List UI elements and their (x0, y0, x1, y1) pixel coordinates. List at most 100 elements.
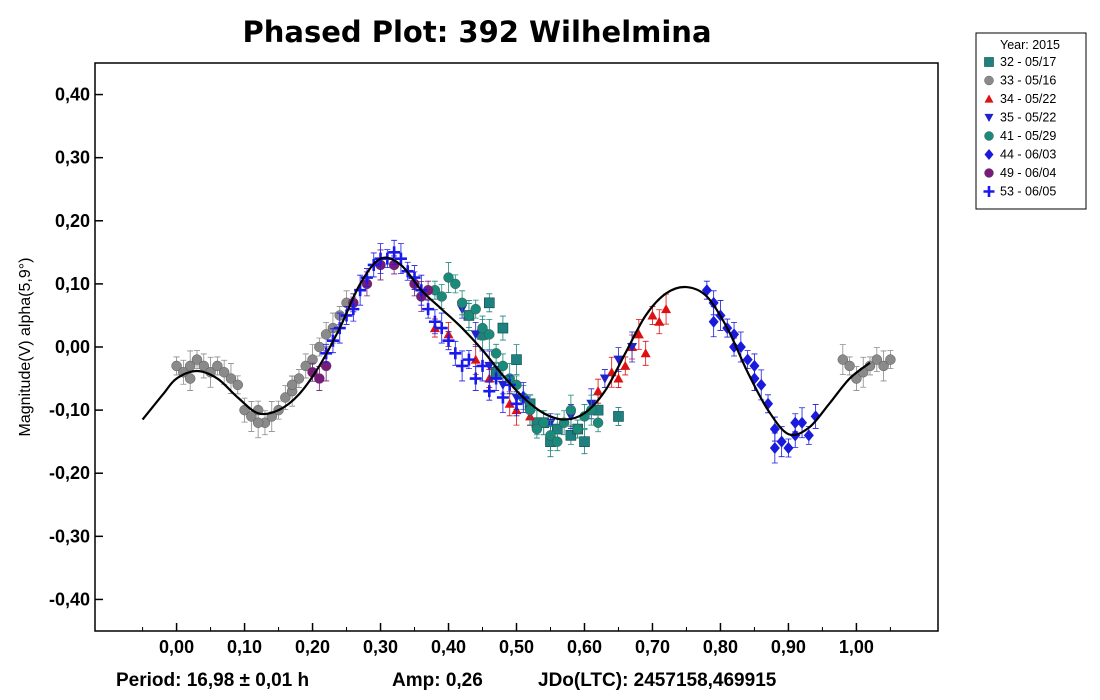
data-point (984, 113, 994, 122)
data-point (442, 334, 455, 347)
data-point (320, 329, 332, 340)
data-point (314, 373, 325, 384)
data-point (496, 391, 509, 404)
chart-title: Phased Plot: 392 Wilhelmina (242, 15, 711, 49)
data-point (477, 322, 488, 334)
data-point (661, 304, 672, 314)
y-tick-label: -0,30 (49, 526, 90, 546)
data-point (212, 360, 223, 372)
data-point (531, 423, 543, 435)
data-point (469, 372, 482, 385)
data-point (504, 398, 515, 408)
x-tick-label: 0,40 (431, 637, 466, 657)
data-point (984, 168, 994, 178)
data-point (450, 278, 461, 290)
data-point (769, 423, 780, 436)
data-point (613, 411, 624, 422)
data-point (246, 411, 257, 422)
legend-item-label: 53 - 06/05 (1000, 185, 1056, 199)
data-point (572, 423, 583, 435)
data-point (984, 131, 994, 141)
y-tick-label: -0,20 (49, 463, 90, 483)
data-point (422, 303, 435, 316)
y-tick-label: 0,40 (55, 85, 90, 105)
legend-item-label: 44 - 06/03 (1000, 148, 1056, 162)
x-tick-label: 0,00 (159, 637, 194, 657)
data-point (586, 404, 597, 416)
data-point (871, 354, 883, 365)
x-tick-label: 0,60 (567, 637, 602, 657)
data-point (252, 417, 264, 428)
data-point (503, 378, 516, 391)
data-point (388, 246, 401, 259)
data-point (654, 316, 665, 326)
data-point (483, 385, 496, 398)
x-tick-label: 1,00 (839, 637, 874, 657)
data-point (984, 94, 994, 103)
data-point (436, 291, 447, 302)
data-point (984, 57, 994, 67)
data-point (280, 392, 291, 403)
data-point (462, 353, 475, 366)
data-point (708, 315, 719, 328)
legend-item: 35 - 05/22 (984, 111, 1056, 125)
data-point (803, 429, 814, 442)
data-point (613, 355, 624, 365)
data-point (565, 404, 577, 416)
legend-item-label: 41 - 05/29 (1000, 129, 1056, 143)
data-point (171, 360, 182, 372)
data-point (844, 360, 855, 372)
data-point (837, 354, 849, 365)
data-point (510, 397, 523, 410)
data-point (484, 297, 495, 309)
legend-items: 32 - 05/17 33 - 05/16 34 - 05/22 35 - 05/22… (983, 55, 1056, 199)
legend-item: 53 - 06/05 (983, 185, 1056, 199)
legend-header: Year: 2015 (1000, 38, 1060, 52)
data-point (749, 359, 760, 372)
data-point (428, 315, 441, 328)
data-point (184, 373, 196, 384)
data-point (218, 367, 230, 378)
data-point (885, 354, 896, 365)
legend-item: 33 - 05/16 (984, 74, 1056, 88)
data-point (293, 373, 305, 384)
data-point (470, 354, 481, 364)
fourier-fit-curve (141, 256, 871, 437)
data-point (592, 417, 604, 428)
legend-item-label: 34 - 05/22 (1000, 92, 1056, 106)
data-point (983, 186, 995, 197)
x-tick-label: 0,50 (499, 637, 534, 657)
data-point (191, 354, 203, 365)
data-point (300, 360, 311, 372)
y-tick-label: -0,40 (49, 589, 90, 609)
y-axis-label: Magnitude(V) alpha(5,9°) (17, 258, 34, 437)
footer-jdo: JDo(LTC): 2457158,469915 (538, 670, 777, 691)
data-point (647, 310, 658, 320)
legend-item: 41 - 05/29 (984, 129, 1056, 143)
data-point (742, 353, 753, 366)
data-point (640, 348, 651, 358)
data-point (620, 360, 631, 370)
data-point (490, 372, 503, 385)
y-tick-label: 0,00 (55, 337, 90, 357)
data-point (565, 430, 577, 441)
data-point (476, 359, 489, 372)
data-point (769, 441, 780, 454)
data-point (776, 435, 787, 448)
legend-item-label: 35 - 05/22 (1000, 111, 1056, 125)
x-tick-label: 0,20 (295, 637, 330, 657)
series-33 (171, 290, 896, 439)
legend-box (975, 32, 1087, 210)
data-point (797, 416, 808, 429)
data-point (633, 329, 644, 339)
data-point (593, 386, 604, 396)
legend-item: 32 - 05/17 (984, 55, 1056, 69)
data-point (552, 436, 563, 447)
data-point (443, 272, 454, 283)
y-tick-label: 0,10 (55, 274, 90, 294)
data-point (286, 379, 298, 391)
footer-amplitude: Amp: 0,26 (392, 670, 483, 691)
data-point (545, 430, 556, 441)
data-point (984, 149, 994, 160)
